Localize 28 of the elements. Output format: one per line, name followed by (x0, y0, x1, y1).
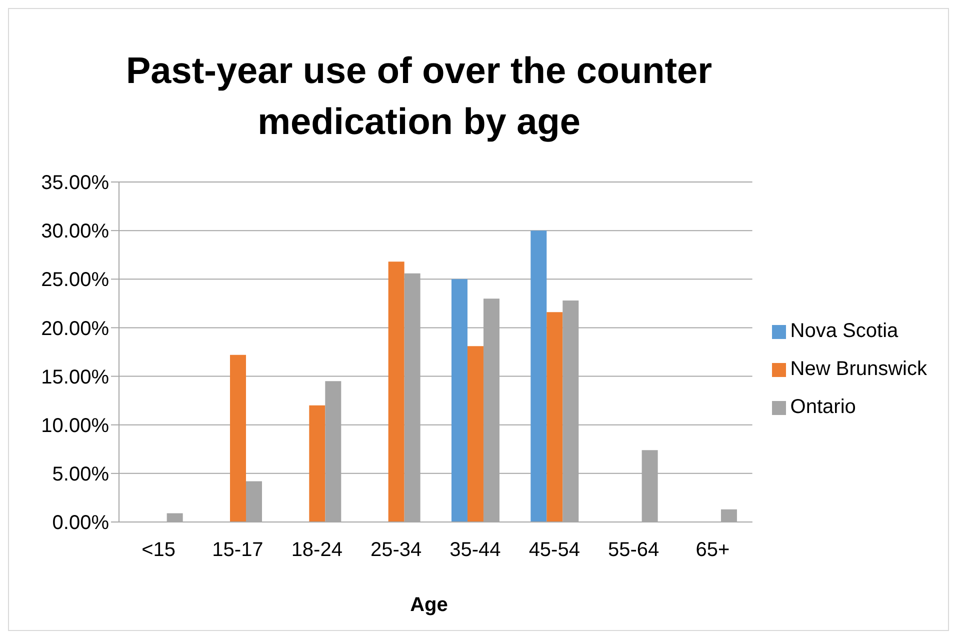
x-tick-label: <15 (142, 539, 176, 562)
legend-label: New Brunswick (790, 358, 927, 380)
y-tick-label: 0.00% (52, 512, 110, 534)
y-tick-label: 35.00% (41, 172, 110, 194)
bar (309, 405, 326, 522)
bar (546, 312, 563, 522)
x-tick-label: 55-64 (608, 539, 660, 562)
y-tick-label: 10.00% (41, 414, 110, 437)
y-tick-label: 20.00% (41, 318, 110, 340)
x-tick-label: 65+ (696, 539, 730, 562)
chart-title: Past-year use of over the counter medication by age (124, 49, 714, 144)
bar (467, 346, 484, 522)
x-tick-label: 45-54 (528, 539, 580, 562)
legend-label: Ontario (790, 396, 856, 418)
x-axis-title: Age (409, 594, 449, 617)
y-tick-label: 15.00% (41, 366, 110, 388)
x-tick-label: 25-34 (370, 539, 422, 562)
bar (230, 354, 246, 522)
x-tick-label: 15-17 (212, 539, 264, 562)
x-tick-label: 35-44 (450, 539, 501, 562)
bar (388, 262, 404, 522)
legend-label: Nova Scotia (790, 320, 898, 342)
y-tick-label: 25.00% (41, 269, 110, 292)
x-tick-label: 18-24 (291, 539, 342, 562)
bar (530, 230, 547, 522)
y-tick-label: 5.00% (52, 464, 110, 486)
bar (451, 279, 468, 522)
y-tick-label: 30.00% (41, 220, 110, 243)
